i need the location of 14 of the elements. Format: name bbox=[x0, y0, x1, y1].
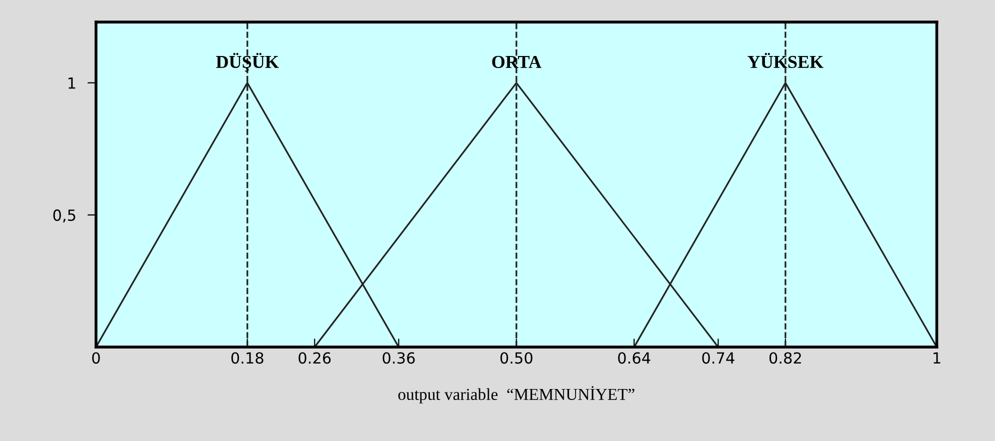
series-label: ORTA bbox=[492, 56, 542, 68]
x-tick-label: 1 bbox=[934, 352, 940, 364]
x-tick-label: 0.50 bbox=[500, 352, 532, 364]
x-axis-title: output variable “MEMNUNİYET” bbox=[398, 386, 634, 404]
series-label: YÜKSEK bbox=[748, 52, 824, 68]
x-tick-label: 0.26 bbox=[298, 352, 331, 364]
x-tick-label: 0.74 bbox=[702, 352, 734, 364]
x-tick-label: 0 bbox=[92, 352, 100, 364]
series-label: DÜŞÜK bbox=[216, 52, 279, 72]
x-tick-label: 0.18 bbox=[231, 352, 264, 364]
x-tick-label: 0.64 bbox=[618, 352, 650, 364]
y-tick-label: 0,5 bbox=[53, 209, 76, 223]
x-tick-label: 0.82 bbox=[769, 352, 801, 364]
x-tick-label: 0.36 bbox=[382, 352, 415, 364]
